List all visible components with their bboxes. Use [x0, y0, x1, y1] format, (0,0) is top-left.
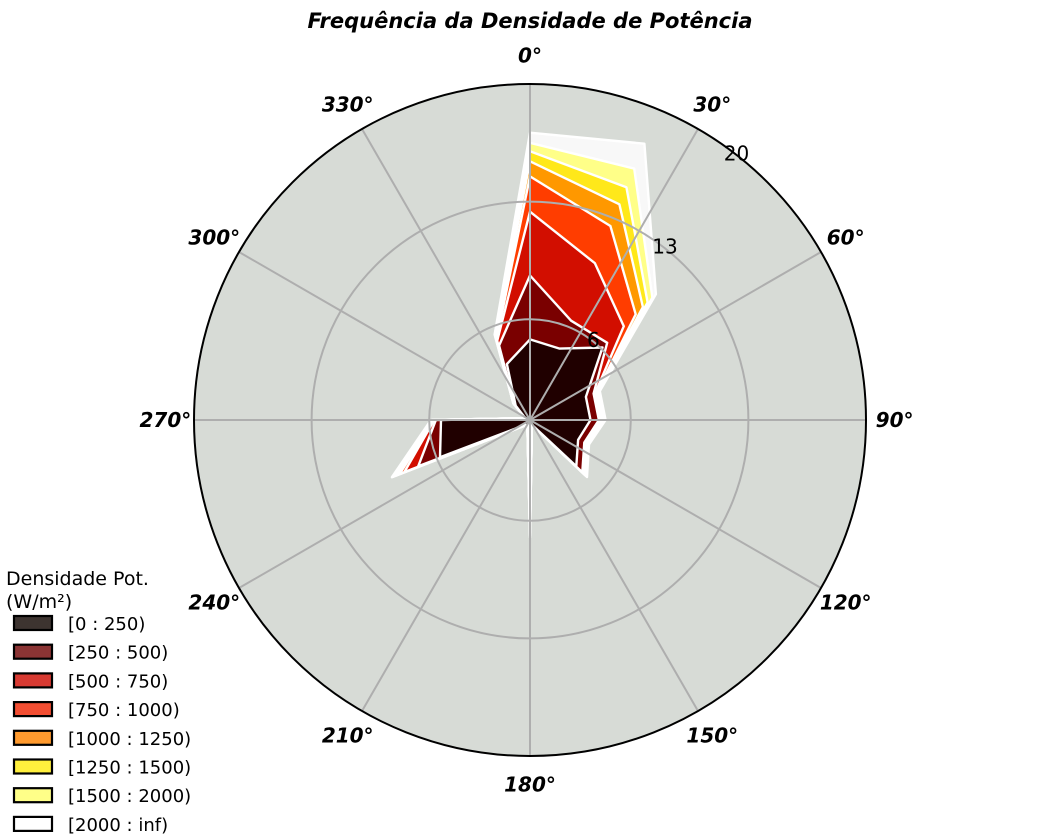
legend-swatch-5 [12, 758, 54, 775]
legend-label-1: [250 : 500) [68, 643, 168, 664]
grid-spoke-5 [529, 419, 699, 712]
legend-label-7: [2000 : inf) [68, 815, 168, 836]
legend-swatch-4 [12, 729, 54, 746]
legend-swatch-1 [12, 643, 54, 660]
legend-swatch-0 [12, 614, 54, 632]
angle-label-7: 210° [322, 724, 374, 748]
grid-spoke-7 [361, 419, 531, 712]
angle-label-4: 120° [820, 590, 872, 614]
radial-tick-label-2: 20 [724, 141, 749, 165]
angle-labels: 0° 30° 60° 90° 120° 150° 180° 210° 240° 270° 300° 3… [140, 43, 914, 796]
legend-label-5: [1250 : 1500) [68, 758, 191, 779]
grid-spoke-8 [238, 419, 531, 589]
legend-swatch-6 [12, 787, 54, 804]
grid-spoke-2 [529, 251, 822, 421]
polar-frame [193, 83, 867, 757]
legend-label-4: [1000 : 1250) [68, 729, 191, 750]
legend-items: [0 : 250) [250 : 500) [500 : 750) [750 : 10… [12, 614, 191, 836]
angle-label-11: 330° [322, 92, 374, 116]
angle-label-0: 0° [518, 43, 542, 67]
grid-spoke-11 [361, 128, 531, 421]
grid-spoke-4 [529, 419, 822, 589]
radial-tick-label-0: 6 [587, 328, 600, 352]
angle-label-2: 60° [827, 226, 865, 250]
legend-swatch-2 [12, 672, 54, 689]
grid-lines [194, 84, 866, 756]
angle-label-5: 150° [686, 724, 738, 748]
series-areas [390, 131, 658, 539]
angle-label-1: 30° [693, 92, 731, 116]
angle-label-3: 90° [876, 408, 914, 432]
angle-label-9: 270° [140, 408, 192, 432]
radial-tick-label-1: 13 [652, 235, 677, 259]
angle-label-6: 180° [504, 773, 556, 797]
legend-swatch-3 [12, 700, 54, 718]
legend-swatch-7 [12, 815, 54, 833]
radial-tick-labels: 6 13 20 [587, 141, 749, 352]
legend: Densidade Pot. (W/m²) [0 : 250) [250 : 50… [6, 568, 191, 836]
legend-title-line1: Densidade Pot. [6, 568, 149, 590]
angle-label-10: 300° [188, 226, 240, 250]
grid-spoke-1 [529, 128, 699, 421]
legend-label-6: [1500 : 2000) [68, 786, 191, 807]
angle-label-8: 240° [188, 590, 240, 614]
legend-label-0: [0 : 250) [68, 614, 145, 635]
legend-label-3: [750 : 1000) [68, 700, 180, 721]
chart-title: Frequência da Densidade de Potência [307, 9, 752, 33]
legend-title-line2: (W/m²) [6, 591, 72, 613]
legend-label-2: [500 : 750) [68, 671, 168, 692]
grid-spoke-10 [238, 251, 531, 421]
